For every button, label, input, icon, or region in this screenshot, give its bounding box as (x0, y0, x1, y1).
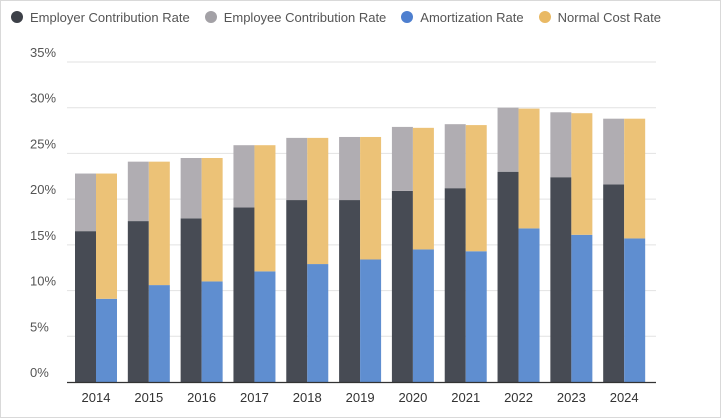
bar-segment (360, 259, 382, 382)
bar-segment (624, 238, 646, 382)
legend-item-employee-contribution[interactable]: Employee Contribution Rate (204, 9, 387, 25)
bar-segment (75, 231, 96, 382)
x-tick-label: 2016 (187, 390, 216, 405)
bar-segment (201, 158, 223, 282)
bar-segment (201, 281, 223, 382)
bar-segment (550, 112, 572, 178)
bar-segment (96, 298, 117, 382)
legend-item-normal-cost[interactable]: Normal Cost Rate (538, 9, 661, 25)
bar-segment (444, 188, 466, 382)
bar-segment (571, 234, 593, 382)
y-tick-label: 25% (30, 136, 56, 151)
bar-segment (391, 126, 413, 191)
bar-segment (571, 113, 593, 235)
legend: Employer Contribution Rate Employee Cont… (11, 7, 661, 27)
bar-segment (465, 251, 487, 382)
legend-item-amortization[interactable]: Amortization Rate (401, 9, 524, 25)
bar-segment (148, 161, 170, 286)
bar-segment (624, 118, 646, 239)
bar-segment (339, 136, 361, 201)
bar-segment (497, 107, 519, 172)
bar-segment (127, 161, 149, 222)
bar-segment (233, 145, 255, 208)
y-tick-label: 10% (30, 274, 56, 289)
y-tick-label: 35% (30, 45, 56, 60)
y-tick-label: 20% (30, 182, 56, 197)
bar-segment (254, 271, 276, 382)
bar-segment (75, 173, 96, 232)
y-tick-label: 30% (30, 91, 56, 106)
bar-segment (518, 108, 540, 229)
bar-segment (307, 137, 329, 265)
bar-segment (180, 218, 202, 382)
bar-segment (180, 158, 202, 219)
legend-swatch-employer-contribution (11, 11, 23, 23)
x-tick-label: 2019 (346, 390, 375, 405)
bar-segment (391, 190, 413, 382)
bar-segment (603, 118, 625, 185)
bar-segment (603, 184, 625, 382)
bar-segment (412, 249, 434, 382)
legend-label-amortization: Amortization Rate (420, 9, 524, 25)
bar-segment (286, 200, 308, 382)
bar-segment (360, 136, 382, 260)
legend-swatch-normal-cost (538, 11, 551, 23)
x-tick-label: 2024 (610, 390, 639, 405)
bar-segment (518, 228, 540, 382)
bar-segment (497, 171, 519, 382)
x-tick-label: 2017 (240, 390, 269, 405)
bar-segment (307, 264, 329, 382)
legend-swatch-employee-contribution (204, 11, 217, 23)
legend-swatch-amortization (401, 11, 414, 23)
bar-segment (148, 285, 170, 382)
legend-item-employer-contribution[interactable]: Employer Contribution Rate (11, 10, 190, 25)
x-tick-label: 2020 (398, 390, 427, 405)
bar-segment (254, 145, 276, 272)
bar-segment (339, 200, 361, 382)
bar-segment (550, 177, 572, 382)
bar-segment (412, 127, 434, 250)
x-tick-label: 2022 (504, 390, 533, 405)
legend-label-employer-contribution: Employer Contribution Rate (30, 9, 190, 25)
y-tick-label: 15% (30, 228, 56, 243)
bar-segment (444, 124, 466, 189)
x-tick-label: 2021 (451, 390, 480, 405)
x-tick-label: 2014 (82, 390, 111, 405)
bar-segment (127, 221, 149, 382)
x-tick-label: 2015 (134, 390, 163, 405)
legend-label-normal-cost: Normal Cost Rate (557, 9, 661, 25)
bar-segment (233, 207, 255, 382)
x-tick-label: 2023 (557, 390, 586, 405)
bar-segment (286, 137, 308, 201)
bar-segment (96, 173, 117, 299)
x-tick-label: 2018 (293, 390, 322, 405)
legend-label-employee-contribution: Employee Contribution Rate (223, 9, 387, 25)
y-tick-label: 0% (30, 365, 49, 380)
bar-segment (465, 125, 487, 252)
y-tick-label: 5% (30, 319, 49, 334)
